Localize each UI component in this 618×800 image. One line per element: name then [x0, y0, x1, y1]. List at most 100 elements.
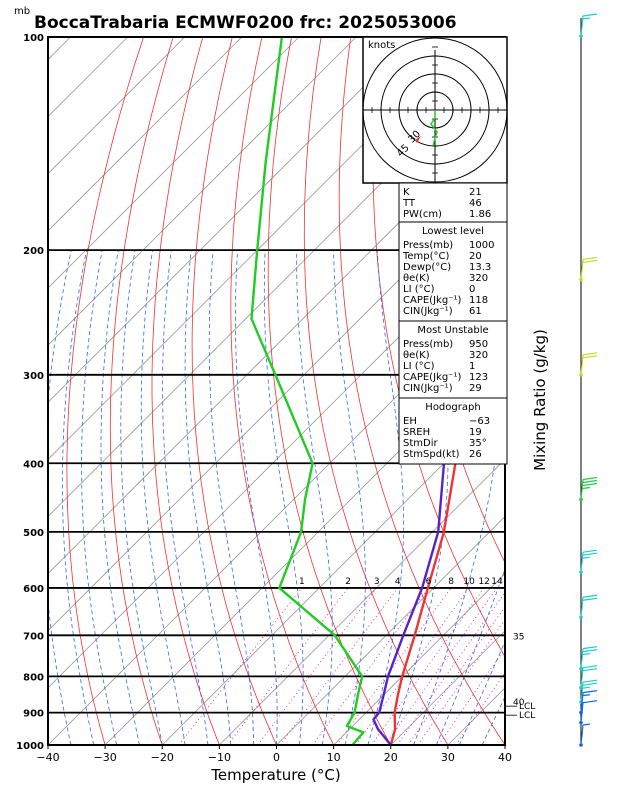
mixing-ratio-label: 8 [448, 577, 454, 587]
dry-adiabat-line [372, 37, 505, 658]
wind-barb-staff [580, 682, 584, 703]
index-value: 26 [469, 449, 482, 460]
mixing-ratio-line [438, 647, 505, 745]
index-value: 1000 [469, 240, 494, 251]
wind-barb-staff [580, 479, 584, 500]
index-value: 950 [469, 339, 488, 350]
wind-barb-flag [582, 256, 598, 261]
index-label: StmSpd(kt) [403, 449, 460, 460]
mixing-ratio-line [396, 591, 505, 745]
wind-barb-flag [582, 694, 591, 697]
index-label: LI (°C) [403, 361, 435, 372]
isotherm-line [48, 37, 357, 346]
isotherm-line [48, 37, 128, 118]
isotherm-line [48, 230, 505, 689]
pressure-tick-label: 700 [23, 631, 44, 642]
index-label: Temp(°C) [402, 251, 450, 262]
background-lines [48, 37, 618, 745]
wind-barb-flag [582, 482, 598, 487]
index-value: 118 [469, 295, 488, 306]
hodograph-trace [430, 110, 438, 147]
wind-barb-flag [582, 259, 598, 264]
indices-section-title: Lowest level [422, 226, 484, 237]
index-value: 1 [469, 361, 475, 372]
x-tick-label: 20 [384, 751, 398, 764]
indices-section-title: Most Unstable [417, 325, 488, 336]
index-label: TT [402, 198, 416, 209]
isotherm-line [48, 37, 243, 232]
dry-adiabat-line [230, 37, 334, 745]
indices-box [398, 397, 508, 465]
storm-motion-marker [415, 136, 421, 143]
moist-adiabat-line [333, 250, 366, 745]
mixing-ratio-label: 2 [345, 577, 351, 587]
index-value: 61 [469, 306, 482, 317]
index-value: 46 [469, 198, 482, 209]
index-label: CIN(Jkg⁻¹) [403, 383, 453, 394]
x-tick-label: −20 [151, 751, 174, 764]
moist-adiabat-line [100, 250, 140, 745]
dry-adiabat-line [338, 37, 505, 745]
wind-barb-flag [582, 597, 598, 601]
wind-barb-flag [582, 682, 598, 686]
pressure-tick-label: 300 [23, 371, 44, 382]
wind-barb-flag [582, 679, 598, 683]
pressure-tick-label: 1000 [16, 741, 44, 752]
moist-adiabat-line [81, 250, 117, 745]
wind-barb-flag [582, 594, 598, 598]
wind-barb-staff [580, 259, 584, 280]
wind-barb [579, 594, 598, 620]
wind-barb-flag [582, 552, 598, 556]
wind-barb [579, 352, 598, 377]
dry-adiabat-line [303, 37, 449, 745]
indices-section-title: Hodograph [425, 402, 480, 413]
index-label: CAPE(Jkg⁻¹) [403, 295, 461, 306]
wind-barb-staff [580, 702, 584, 723]
pressure-tick-label: 500 [23, 528, 44, 539]
moist-adiabat-line [504, 744, 505, 745]
dry-adiabat-line [587, 37, 618, 745]
dry-adiabat-line [558, 37, 618, 745]
x-tick-label: 40 [498, 751, 512, 764]
index-value: 20 [469, 251, 482, 262]
isotherm-line [48, 173, 505, 632]
index-value: 13.3 [469, 262, 491, 273]
index-label: CAPE(Jkg⁻¹) [403, 372, 461, 383]
wind-barb-flag [582, 352, 598, 356]
lcl-label: LCL [519, 702, 535, 712]
moist-adiabat-line [296, 250, 333, 745]
moist-adiabat-line [367, 250, 404, 745]
pressure-tick-label: 800 [23, 672, 44, 683]
wind-barb-flag [582, 649, 598, 653]
index-label: θe(K) [403, 273, 430, 284]
index-label: CIN(Jkg⁻¹) [403, 306, 453, 317]
index-value: 123 [469, 372, 488, 383]
wind-barb-flag [582, 556, 591, 559]
wind-barb-base [579, 373, 583, 377]
moist-adiabat-line [120, 250, 163, 745]
index-label: K [403, 187, 410, 198]
wind-barb-staff [580, 648, 584, 669]
wind-barb-flag [582, 549, 598, 553]
wind-barb [579, 256, 598, 282]
index-value: −63 [469, 416, 490, 427]
mixing-ratio-line [384, 587, 498, 745]
moist-adiabat-line [234, 250, 278, 745]
wind-barb-staff [580, 667, 584, 688]
mixing-ratio-line [371, 587, 485, 745]
wind-barb-staff [580, 354, 584, 375]
wind-barb-staff [580, 15, 584, 37]
pressure-tick-label: 900 [23, 709, 44, 720]
index-label: SREH [403, 427, 430, 438]
index-value: 1.86 [469, 209, 491, 220]
lcl-label: LCL [519, 711, 535, 721]
wind-barb-flag [582, 653, 591, 656]
wind-barb-staff [580, 597, 584, 618]
x-tick-label: 0 [273, 751, 280, 764]
mixing-ratio-line [455, 671, 505, 745]
mixing-ratio-label: 3 [374, 577, 380, 587]
wind-barb [579, 646, 598, 671]
pressure-tick-label: 200 [23, 246, 44, 257]
